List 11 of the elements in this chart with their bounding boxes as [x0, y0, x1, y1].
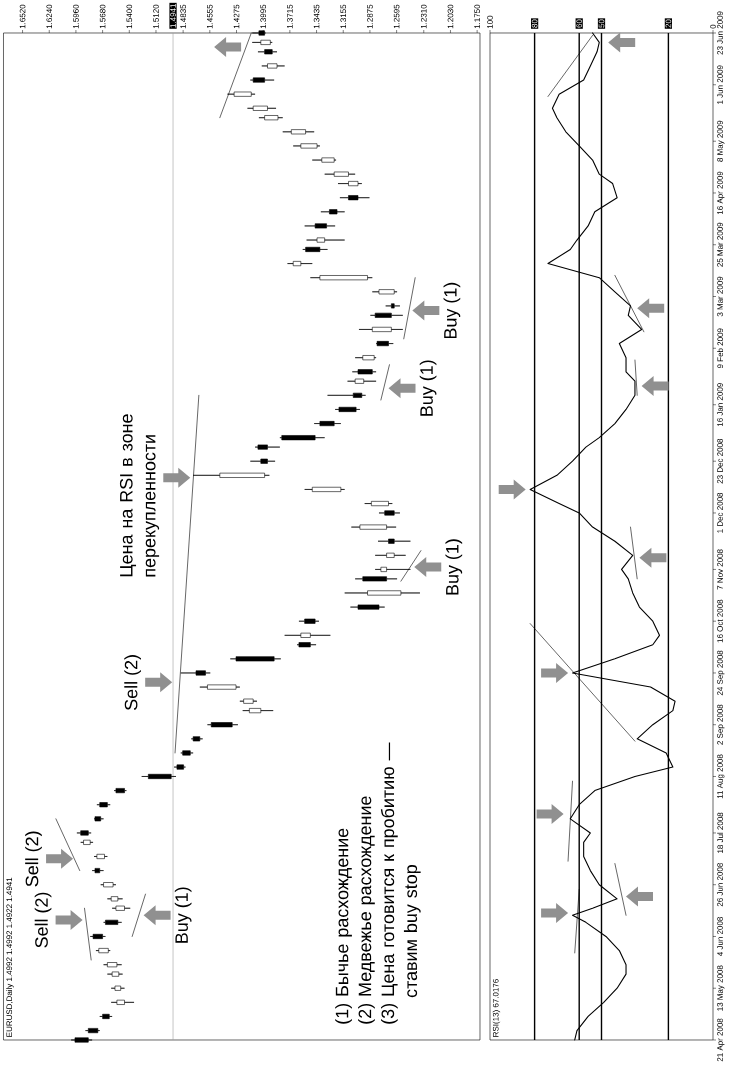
- annotation: (2) Медвежье расхождение: [358, 796, 375, 1024]
- annotation: Sell (2): [25, 831, 42, 887]
- annotation: (1) Бычье расхождение: [335, 828, 352, 1024]
- annotation: (3) Цена готовится к пробитию — ставим buy stop: [380, 742, 421, 1024]
- annotation: Sell (2): [34, 892, 52, 948]
- annotation: Sell (2): [124, 655, 141, 710]
- annotation: Buy (1): [174, 887, 192, 943]
- annotation: Цена на RSI в зоне перекупленности: [119, 414, 160, 577]
- annotation: Buy (1): [443, 282, 461, 339]
- annotation: Buy (1): [419, 360, 437, 416]
- annotation: Buy (1): [445, 539, 463, 595]
